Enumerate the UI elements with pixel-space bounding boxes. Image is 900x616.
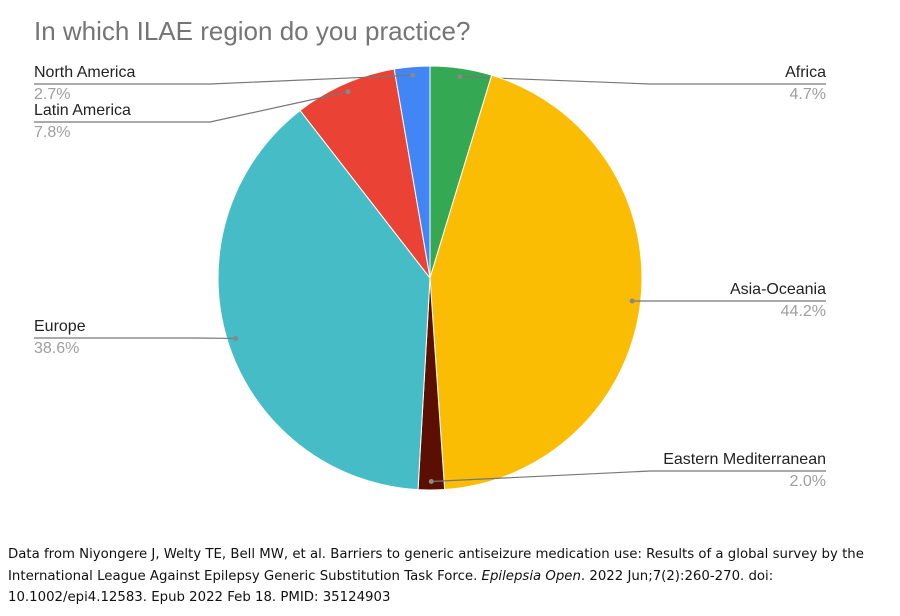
slice-value-label: 38.6%: [34, 340, 79, 357]
leader-dot: [345, 89, 351, 95]
slice-label: Europe: [34, 318, 86, 335]
leader-line: [431, 470, 826, 483]
leader-dot: [428, 479, 434, 485]
slice-label: Latin America: [34, 102, 131, 119]
slice-label: North America: [34, 64, 135, 81]
leader-line: [34, 91, 349, 123]
caption-journal: Epilepsia Open: [481, 568, 581, 584]
slice-value-label: 4.7%: [790, 86, 826, 103]
pie-slice: [299, 68, 431, 279]
leader-dot: [410, 72, 416, 78]
slice-value-label: 7.8%: [34, 124, 70, 141]
slice-label: Eastern Mediterranean: [663, 451, 826, 468]
leader-dot: [629, 298, 635, 304]
slice-value-label: 2.0%: [790, 473, 826, 490]
caption: Data from Niyongere J, Welty TE, Bell MW…: [8, 544, 878, 609]
caption-text: . 2022 Jun;7(2):260-270. doi: 10.1002/ep…: [8, 568, 774, 606]
leader-line: [459, 76, 826, 85]
chart: In which ILAE region do you practice? Af…: [34, 16, 826, 491]
leader-dot: [457, 74, 463, 80]
pie-slice: [217, 109, 431, 491]
slice-label: Asia-Oceania: [730, 281, 826, 298]
leader-dot: [233, 335, 239, 341]
slice-value-label: 44.2%: [781, 303, 826, 320]
pie-slice: [393, 65, 431, 279]
leader-line: [34, 74, 413, 85]
chart-title: In which ILAE region do you practice?: [34, 16, 470, 46]
slice-label: Africa: [785, 64, 826, 81]
slice-value-label: 2.7%: [34, 86, 70, 103]
pie-slice: [429, 74, 643, 491]
caption-text: Data from Niyongere J, Welty TE, Bell MW…: [8, 547, 864, 584]
